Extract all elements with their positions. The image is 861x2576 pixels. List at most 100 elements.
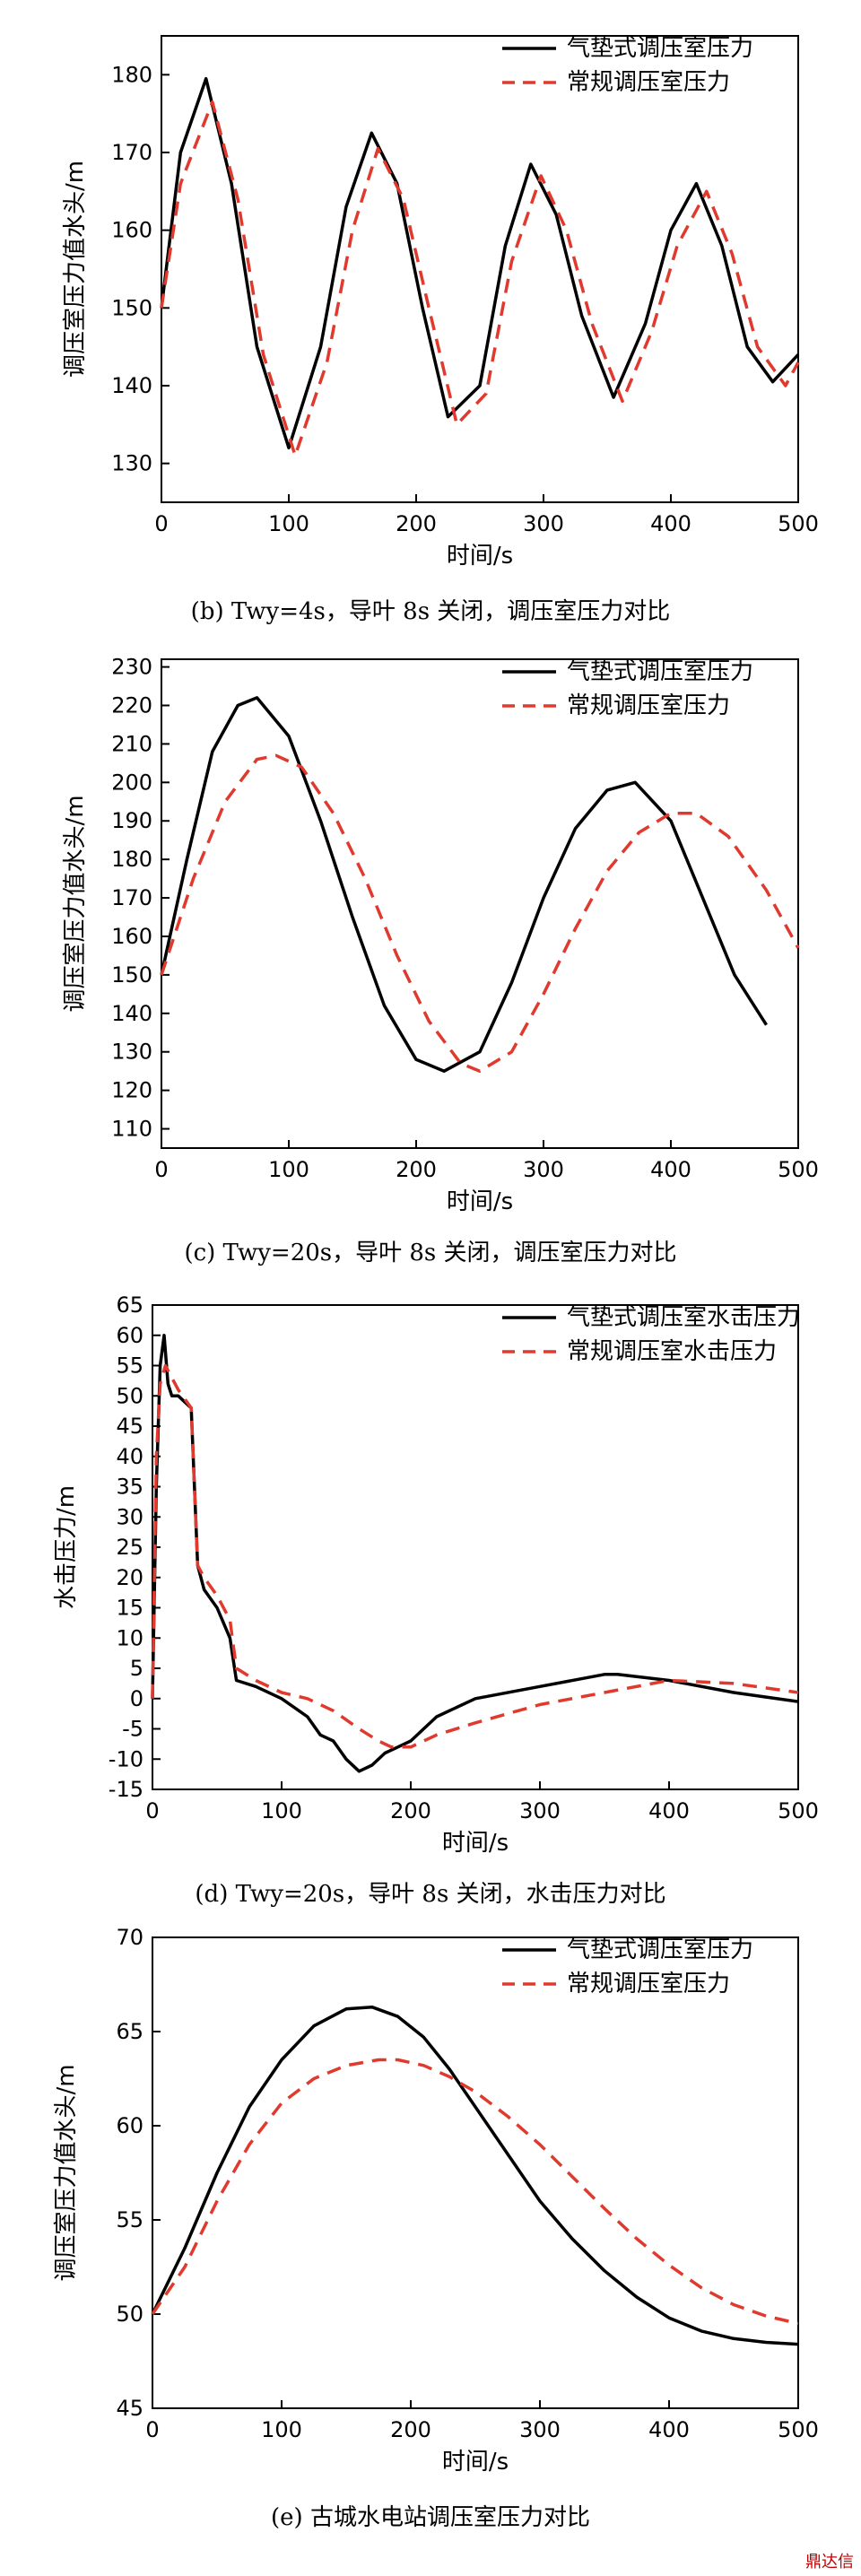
y-tick-label: 10 [116,1625,144,1650]
chart-b: 0 100 200 300 400 500 130 140 150 160 170 180 时间/s 调压… [62,35,819,625]
x-tick-label: 0 [145,2417,159,2442]
watermark: 鼎达信 [805,2553,854,2572]
y-axis-label: 调压室压力值水头/m [62,795,89,1012]
legend-label: 气垫式调压室压力 [567,1936,753,1963]
x-tick-label: 400 [650,1157,691,1182]
figure-caption: (c) Twy=20s，导叶 8s 关闭，调压室压力对比 [184,1240,676,1266]
legend-label: 常规调压室压力 [567,69,730,96]
y-tick-label: 170 [111,885,152,910]
plot-frame [161,658,799,1149]
y-tick-label: 25 [116,1535,144,1560]
y-tick-label: 200 [111,770,152,795]
legend-label: 气垫式调压室压力 [567,35,753,62]
x-tick-label: 400 [648,1798,690,1823]
x-tick-label: 500 [778,1157,819,1182]
y-tick-label: 130 [111,1040,152,1065]
x-tick-label: 300 [519,1798,561,1823]
x-tick-label: 0 [154,511,168,536]
y-tick-label: 220 [111,692,152,718]
y-tick-label: 70 [116,1925,144,1950]
x-tick-label: 200 [390,1798,431,1823]
x-axis-label: 时间/s [442,1830,509,1857]
x-tick-label: 0 [145,1798,159,1823]
y-tick-label: 50 [116,1383,144,1408]
y-tick-label: 170 [111,140,152,165]
y-tick-label: -15 [109,1777,144,1802]
x-tick-label: 400 [650,511,691,536]
series-line-solid [151,1334,799,1773]
legend-label: 气垫式调压室压力 [567,658,753,685]
x-tick-label: 400 [648,2417,690,2442]
chart-c: 0 100 200 300 400 500 110 120 130 140 150 160 170 180… [62,655,819,1266]
y-tick-label: 210 [111,731,152,756]
y-tick-label: 55 [116,2207,144,2232]
x-tick-label: 300 [519,2417,561,2442]
y-tick-label: 150 [111,962,152,988]
x-tick-label: 300 [523,511,564,536]
x-tick-label: 300 [523,1157,564,1182]
y-tick-label: -5 [122,1717,144,1742]
x-tick-label: 200 [396,511,437,536]
x-tick-label: 0 [154,1157,168,1182]
plot-frame [152,1304,799,1790]
y-tick-label: 20 [116,1565,144,1590]
y-tick-label: 110 [111,1117,152,1142]
chart-d: 0 100 200 300 400 500 -15 -10 -5 0 5 10 15 20 25 30 35 40… [53,1292,819,1908]
y-tick-label: 45 [116,2396,144,2421]
plot-frame [152,1936,799,2409]
y-tick-label: 60 [116,1323,144,1348]
series-line-dashed [160,100,800,457]
x-tick-label: 100 [261,2417,302,2442]
x-tick-label: 100 [268,511,309,536]
figure-caption: (b) Twy=4s，导叶 8s 关闭，调压室压力对比 [191,598,671,625]
y-axis-label: 调压室压力值水头/m [53,2064,80,2281]
y-tick-label: 65 [116,1292,144,1318]
plot-frame [161,35,799,503]
x-tick-label: 100 [261,1798,302,1823]
x-axis-label: 时间/s [447,1188,513,1215]
y-tick-label: 35 [116,1475,144,1500]
y-tick-label: 0 [130,1686,144,1711]
series-line-solid [160,76,800,450]
y-tick-label: 50 [116,2302,144,2327]
legend-label: 常规调压室压力 [567,692,730,719]
y-tick-label: 30 [116,1504,144,1529]
y-tick-label: 190 [111,808,152,833]
y-tick-label: -10 [109,1746,144,1771]
chart-e: 0 100 200 300 400 500 45 50 55 60 65 70 时间/s 调压室压力值水头… [53,1925,819,2531]
y-axis-label: 水击压力/m [53,1485,80,1609]
figure-caption: (e) 古城水电站调压室压力对比 [271,2504,590,2531]
y-tick-label: 160 [111,924,152,949]
x-tick-label: 100 [268,1157,309,1182]
y-tick-label: 55 [116,1353,144,1379]
y-tick-label: 180 [111,847,152,872]
figure-caption: (d) Twy=20s，导叶 8s 关闭，水击压力对比 [195,1881,665,1908]
x-tick-label: 500 [778,1798,819,1823]
y-tick-label: 45 [116,1414,144,1439]
x-axis-label: 时间/s [442,2449,509,2476]
series-line-solid [160,696,768,1073]
y-axis-label: 调压室压力值水头/m [62,161,89,378]
x-tick-label: 500 [778,2417,819,2442]
x-tick-label: 200 [390,2417,431,2442]
y-tick-label: 65 [116,2019,144,2044]
series-line-solid [151,2005,799,2346]
y-tick-label: 5 [130,1656,144,1681]
y-tick-label: 60 [116,2113,144,2138]
x-tick-label: 200 [396,1157,437,1182]
x-axis-label: 时间/s [447,543,513,570]
legend-label: 气垫式调压室水击压力 [567,1304,800,1331]
y-tick-label: 150 [111,295,152,320]
x-tick-label: 500 [778,511,819,536]
legend-label: 常规调压室水击压力 [567,1338,777,1365]
series-line-dashed [151,2058,799,2326]
y-tick-label: 120 [111,1078,152,1103]
y-tick-label: 230 [111,655,152,680]
series-line-dashed [160,753,800,1073]
y-tick-label: 160 [111,218,152,243]
series-line-dashed [151,1363,799,1749]
y-tick-label: 140 [111,1001,152,1026]
y-tick-label: 40 [116,1444,144,1469]
legend-label: 常规调压室压力 [567,1971,730,1997]
